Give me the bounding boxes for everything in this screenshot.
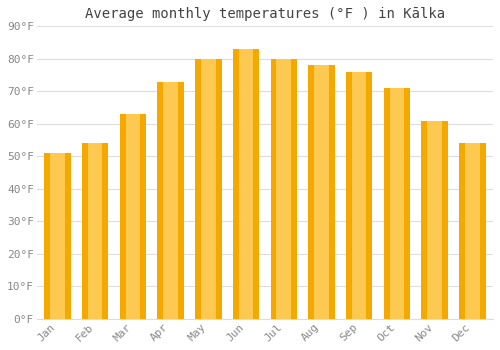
FancyBboxPatch shape bbox=[201, 59, 216, 319]
FancyBboxPatch shape bbox=[82, 143, 108, 319]
FancyBboxPatch shape bbox=[332, 65, 334, 319]
FancyBboxPatch shape bbox=[308, 65, 310, 319]
FancyBboxPatch shape bbox=[82, 143, 84, 319]
FancyBboxPatch shape bbox=[158, 82, 184, 319]
FancyBboxPatch shape bbox=[446, 120, 448, 319]
FancyBboxPatch shape bbox=[422, 120, 424, 319]
FancyBboxPatch shape bbox=[422, 120, 448, 319]
Title: Average monthly temperatures (°F ) in Kālka: Average monthly temperatures (°F ) in Kā… bbox=[85, 7, 445, 21]
FancyBboxPatch shape bbox=[308, 65, 334, 319]
FancyBboxPatch shape bbox=[68, 153, 70, 319]
FancyBboxPatch shape bbox=[126, 114, 140, 319]
FancyBboxPatch shape bbox=[408, 88, 410, 319]
FancyBboxPatch shape bbox=[239, 49, 254, 319]
FancyBboxPatch shape bbox=[233, 49, 235, 319]
FancyBboxPatch shape bbox=[370, 72, 372, 319]
FancyBboxPatch shape bbox=[195, 59, 197, 319]
FancyBboxPatch shape bbox=[120, 114, 146, 319]
FancyBboxPatch shape bbox=[195, 59, 222, 319]
FancyBboxPatch shape bbox=[295, 59, 297, 319]
FancyBboxPatch shape bbox=[270, 59, 297, 319]
FancyBboxPatch shape bbox=[465, 143, 479, 319]
FancyBboxPatch shape bbox=[164, 82, 178, 319]
FancyBboxPatch shape bbox=[44, 153, 46, 319]
FancyBboxPatch shape bbox=[459, 143, 461, 319]
FancyBboxPatch shape bbox=[120, 114, 122, 319]
FancyBboxPatch shape bbox=[276, 59, 291, 319]
FancyBboxPatch shape bbox=[106, 143, 108, 319]
FancyBboxPatch shape bbox=[270, 59, 272, 319]
FancyBboxPatch shape bbox=[428, 120, 442, 319]
FancyBboxPatch shape bbox=[384, 88, 386, 319]
FancyBboxPatch shape bbox=[50, 153, 64, 319]
FancyBboxPatch shape bbox=[346, 72, 372, 319]
FancyBboxPatch shape bbox=[390, 88, 404, 319]
FancyBboxPatch shape bbox=[459, 143, 485, 319]
FancyBboxPatch shape bbox=[88, 143, 102, 319]
FancyBboxPatch shape bbox=[233, 49, 259, 319]
FancyBboxPatch shape bbox=[44, 153, 70, 319]
FancyBboxPatch shape bbox=[314, 65, 328, 319]
FancyBboxPatch shape bbox=[352, 72, 366, 319]
FancyBboxPatch shape bbox=[182, 82, 184, 319]
FancyBboxPatch shape bbox=[346, 72, 348, 319]
FancyBboxPatch shape bbox=[257, 49, 259, 319]
FancyBboxPatch shape bbox=[220, 59, 222, 319]
FancyBboxPatch shape bbox=[384, 88, 410, 319]
FancyBboxPatch shape bbox=[158, 82, 160, 319]
FancyBboxPatch shape bbox=[144, 114, 146, 319]
FancyBboxPatch shape bbox=[484, 143, 486, 319]
